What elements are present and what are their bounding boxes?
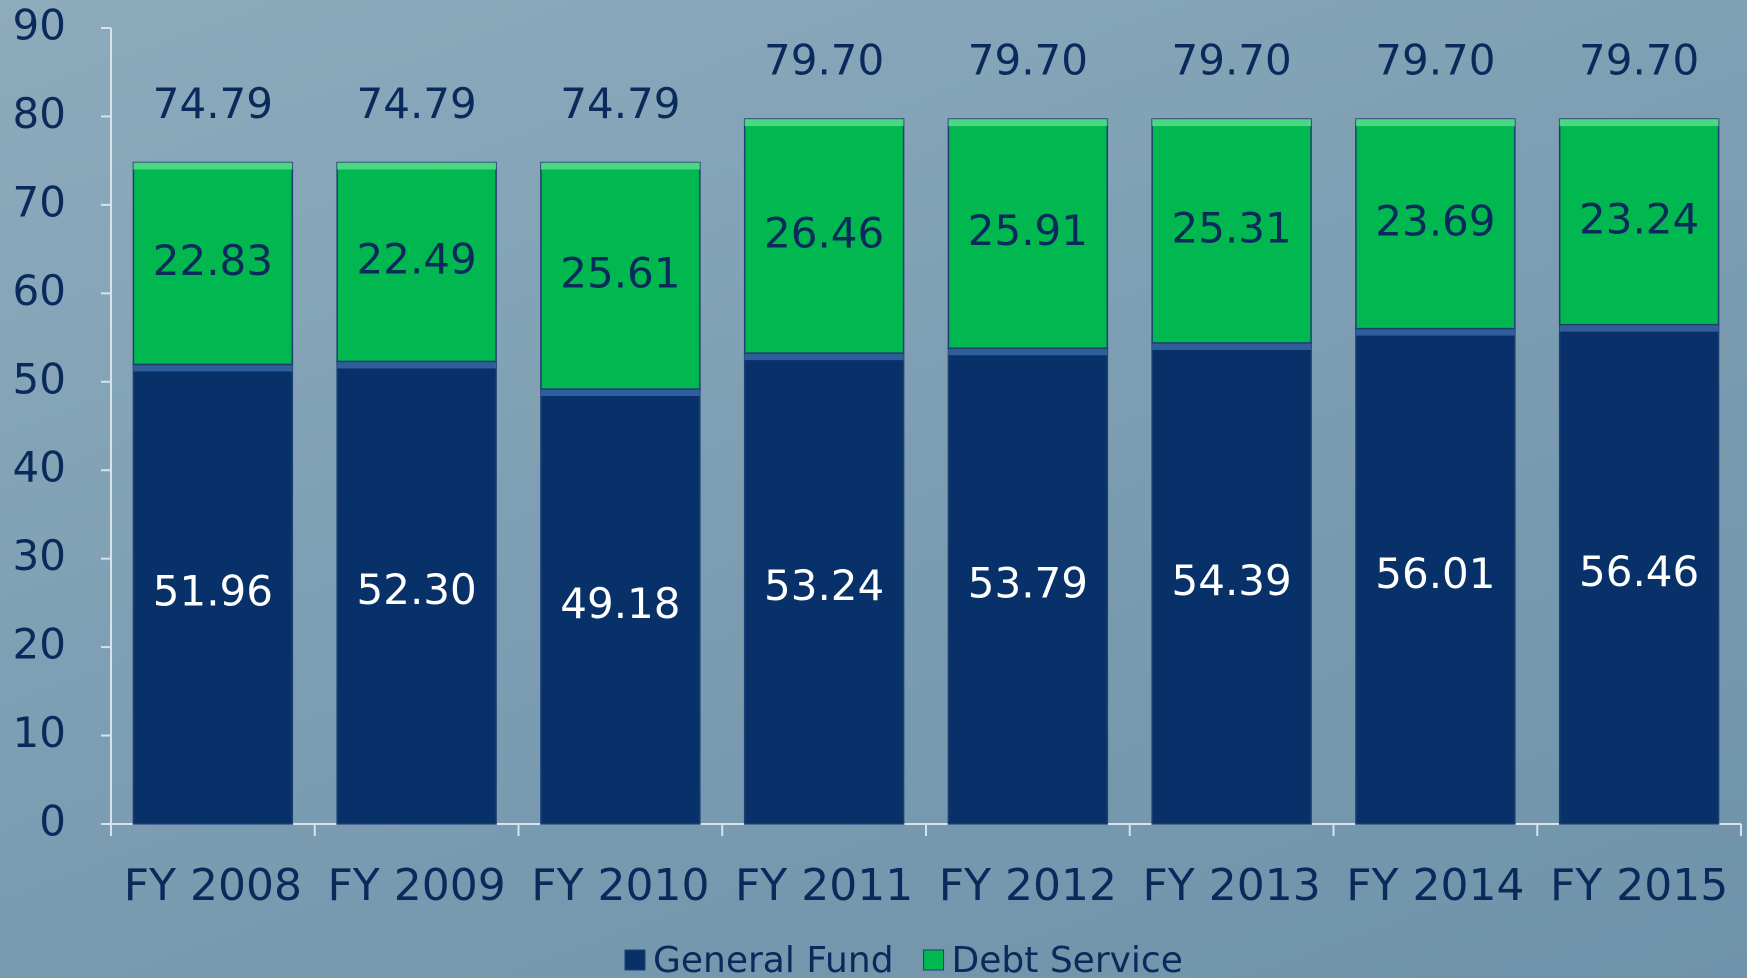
data-label: 23.24 bbox=[1579, 194, 1699, 243]
bar-segment bbox=[743, 352, 905, 825]
x-tick-label: FY 2011 bbox=[735, 860, 913, 911]
data-label: 25.91 bbox=[968, 206, 1088, 255]
data-label: 25.61 bbox=[560, 248, 680, 297]
segment-top-bevel bbox=[948, 348, 1108, 356]
bar-segment bbox=[1151, 342, 1312, 825]
y-tick-label: 60 bbox=[13, 266, 66, 315]
data-label: 56.01 bbox=[1375, 549, 1495, 598]
bar-segment bbox=[1355, 327, 1516, 825]
segment-top-bevel bbox=[744, 353, 904, 361]
bar-segment bbox=[743, 118, 905, 354]
data-label: 51.96 bbox=[153, 567, 273, 616]
total-label: 74.79 bbox=[153, 79, 273, 128]
data-label: 23.69 bbox=[1375, 196, 1495, 245]
bar-segment bbox=[132, 363, 294, 825]
bar-segment bbox=[1355, 118, 1516, 330]
y-tick-label: 30 bbox=[13, 531, 66, 580]
segment-top-bevel bbox=[1152, 119, 1312, 127]
segment-top-bevel bbox=[948, 119, 1108, 127]
x-tick-label: FY 2014 bbox=[1346, 860, 1524, 911]
bar-segment bbox=[540, 161, 701, 390]
segment-top-bevel bbox=[540, 162, 700, 170]
segment-top-bevel bbox=[1152, 342, 1312, 350]
y-tick-label: 50 bbox=[13, 354, 66, 403]
y-tick-label: 40 bbox=[13, 443, 66, 492]
bar-segment bbox=[1151, 118, 1312, 344]
y-tick-label: 20 bbox=[13, 620, 66, 669]
total-label: 74.79 bbox=[357, 79, 477, 128]
bar-segment bbox=[947, 118, 1109, 350]
x-tick-label: FY 2010 bbox=[531, 860, 709, 911]
total-label: 79.70 bbox=[764, 36, 884, 85]
segment-top-bevel bbox=[337, 361, 497, 369]
segment-top-bevel bbox=[1355, 328, 1515, 336]
data-label: 53.79 bbox=[968, 559, 1088, 608]
x-tick-label: FY 2015 bbox=[1550, 860, 1728, 911]
bar-segment bbox=[1558, 323, 1720, 825]
data-label: 54.39 bbox=[1172, 556, 1292, 605]
bar-segment bbox=[947, 347, 1109, 825]
data-label: 52.30 bbox=[357, 565, 477, 614]
bar-segment bbox=[540, 388, 701, 825]
segment-top-bevel bbox=[1559, 324, 1719, 332]
y-tick-label: 90 bbox=[13, 1, 66, 50]
x-tick-label: FY 2009 bbox=[328, 860, 506, 911]
segment-top-bevel bbox=[540, 389, 700, 397]
x-tick-label: FY 2013 bbox=[1143, 860, 1321, 911]
bar-segment bbox=[132, 161, 294, 366]
data-label: 25.31 bbox=[1172, 204, 1292, 253]
x-tick-label: FY 2008 bbox=[124, 860, 302, 911]
segment-top-bevel bbox=[133, 162, 293, 170]
data-label: 56.46 bbox=[1579, 547, 1699, 596]
y-tick-label: 0 bbox=[39, 797, 66, 846]
y-tick-label: 70 bbox=[13, 177, 66, 226]
legend-label: General Fund bbox=[653, 940, 894, 978]
data-label: 22.49 bbox=[357, 234, 477, 283]
y-tick-label: 10 bbox=[13, 708, 66, 757]
data-label: 22.83 bbox=[153, 236, 273, 285]
legend-swatch bbox=[923, 949, 945, 971]
legend-swatch bbox=[624, 949, 646, 971]
data-label: 49.18 bbox=[560, 579, 680, 628]
segment-top-bevel bbox=[337, 162, 497, 170]
segment-top-bevel bbox=[744, 119, 904, 127]
data-label: 26.46 bbox=[764, 209, 884, 258]
bar-segment bbox=[336, 360, 497, 825]
segment-top-bevel bbox=[133, 364, 293, 372]
x-tick-label: FY 2012 bbox=[939, 860, 1117, 911]
legend-label: Debt Service bbox=[952, 940, 1183, 978]
total-label: 74.79 bbox=[560, 79, 680, 128]
segment-top-bevel bbox=[1559, 119, 1719, 127]
bar-segment bbox=[1558, 118, 1720, 326]
data-label: 53.24 bbox=[764, 561, 884, 610]
y-tick-label: 80 bbox=[13, 89, 66, 138]
segment-top-bevel bbox=[1355, 119, 1515, 127]
total-label: 79.70 bbox=[968, 36, 1088, 85]
total-label: 79.70 bbox=[1579, 36, 1699, 85]
total-label: 79.70 bbox=[1375, 36, 1495, 85]
total-label: 79.70 bbox=[1172, 36, 1292, 85]
